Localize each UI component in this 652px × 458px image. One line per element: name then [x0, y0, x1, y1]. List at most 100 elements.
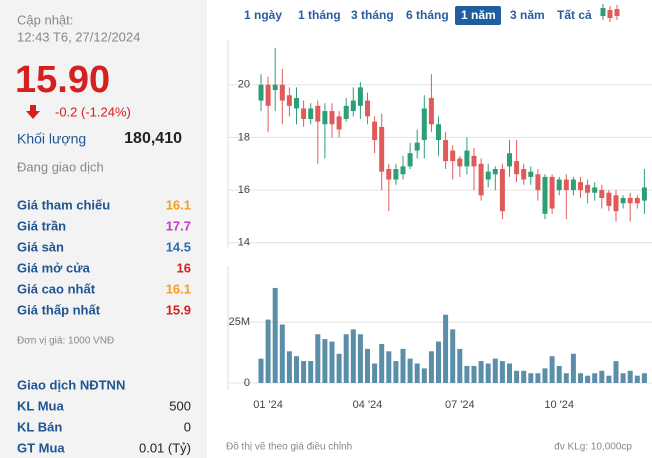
y-tick-label: 0 [244, 377, 250, 389]
candle-body [322, 111, 328, 125]
tab-active-bg [455, 6, 501, 25]
candle-body [471, 155, 477, 167]
volume-bar [407, 358, 413, 383]
candle-body [443, 140, 449, 162]
candle-body [578, 182, 583, 191]
status: Đang giao dịch [17, 159, 104, 174]
stat-value: 16.1 [166, 281, 191, 296]
candle-body [258, 84, 264, 101]
volume-bar [421, 368, 427, 383]
volume-bar [471, 365, 477, 383]
foreign-value: 0 [184, 419, 191, 434]
candle-body [294, 97, 299, 109]
volume-bar [606, 375, 612, 383]
y-tick-label: 16 [238, 184, 250, 196]
candle-body [386, 169, 392, 180]
volume-bar [627, 370, 633, 383]
volume-bar [286, 351, 292, 383]
volume-bar [485, 363, 491, 383]
info-panel [0, 0, 207, 458]
tab[interactable]: 6 tháng [406, 8, 449, 22]
down-arrow [26, 105, 40, 119]
volume-bar [272, 287, 278, 383]
volume-bar [315, 334, 321, 383]
foreign-label: GT Mua [17, 440, 65, 455]
x-tick-label: 10 '24 [544, 399, 574, 411]
volume-label: Khối lượng [17, 131, 86, 147]
tab[interactable]: 1 năm [461, 8, 496, 22]
volume-bar [592, 373, 598, 383]
candle-body [428, 97, 434, 125]
volume-bar [599, 370, 605, 383]
volume-bar [542, 368, 548, 383]
y-tick-label: 20 [238, 79, 250, 91]
candle-body [478, 163, 484, 196]
volume-bar [563, 373, 569, 383]
candle-body [535, 174, 541, 191]
candle-body [563, 179, 569, 191]
candle-body [286, 95, 292, 106]
foreign-label: KL Mua [17, 398, 64, 413]
volume-bar [578, 373, 583, 383]
stat-value: 17.7 [166, 218, 191, 233]
tab[interactable]: 3 tháng [351, 8, 394, 22]
volume-bar [464, 365, 470, 383]
volume-bar [436, 341, 441, 383]
candle-body [620, 197, 626, 204]
stat-label: Giá sàn [17, 239, 64, 254]
volume-bar [428, 351, 434, 383]
footer-unit: đv KLg: 10,000cp [554, 442, 632, 453]
tab[interactable]: 3 năm [510, 8, 545, 22]
volume: 180,410 [124, 130, 182, 147]
candle-body [407, 153, 413, 167]
candle-body [350, 100, 356, 112]
chart-type-icon[interactable] [600, 4, 620, 22]
volume-bar [294, 356, 299, 383]
candle-body [521, 169, 527, 180]
candle-body [606, 192, 612, 206]
candle-body [499, 169, 505, 212]
y-tick-label: 14 [238, 237, 250, 249]
candle-body [308, 108, 314, 119]
candle-body [641, 187, 647, 201]
volume-bar [393, 361, 399, 383]
volume-bar [556, 365, 562, 383]
volume-bar [379, 344, 385, 383]
volume-bar [549, 356, 555, 383]
candle-body [336, 116, 342, 130]
candle-body [357, 87, 363, 106]
volume-bar [507, 363, 512, 383]
volume-bar [457, 348, 463, 383]
candle-body [450, 150, 456, 162]
candle-body [464, 150, 470, 167]
stat-value: 16.1 [166, 197, 191, 212]
volume-bar [350, 329, 356, 383]
tab[interactable]: Tất cả [557, 8, 592, 22]
volume-bar [258, 358, 264, 383]
volume-bar [570, 353, 576, 383]
candle-body [279, 84, 285, 101]
candle-body [542, 176, 548, 214]
candle-body [634, 197, 640, 204]
volume-bar [279, 324, 285, 383]
foreign-value: 0.01 (Tỷ) [139, 440, 191, 455]
candle-body [570, 179, 576, 191]
volume-bar [265, 319, 271, 383]
volume-bar [400, 348, 406, 383]
volume-bar [634, 375, 640, 383]
stat-label: Giá tham chiếu [17, 197, 110, 212]
volume-bar [521, 370, 527, 383]
tab[interactable]: 1 tháng [298, 8, 341, 22]
tab[interactable]: 1 ngày [244, 8, 282, 22]
volume-bar [620, 373, 626, 383]
candle-body [457, 158, 463, 167]
candle-body [301, 108, 307, 119]
y-tick-label: 25M [229, 316, 250, 328]
volume-bar [336, 353, 342, 383]
updated-time: 12:43 T6, 27/12/2024 [17, 29, 140, 44]
stat-label: Giá trần [17, 218, 66, 233]
volume-bar [499, 361, 505, 383]
volume-bar [357, 334, 363, 383]
volume-bar [343, 334, 349, 383]
candle-body [414, 142, 420, 151]
